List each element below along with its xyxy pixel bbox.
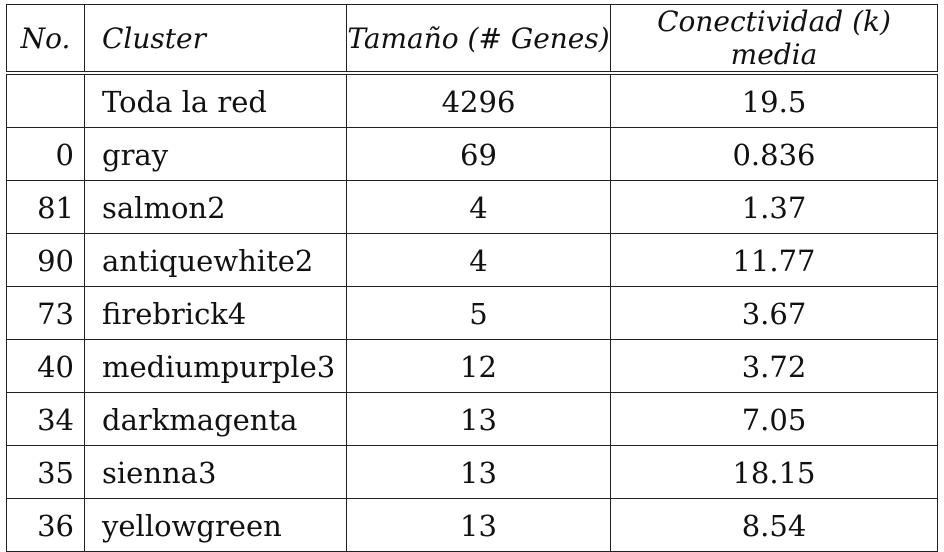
cell-cluster: salmon2	[84, 180, 347, 234]
cell-connectivity: 7.05	[610, 392, 938, 446]
cell-no: 0	[6, 127, 85, 181]
cell-size: 13	[346, 392, 611, 446]
cell-size: 4	[346, 233, 611, 287]
cell-cluster: darkmagenta	[84, 392, 347, 446]
table-row: Toda la red 4296 19.5	[6, 71, 938, 128]
cell-no: 81	[6, 180, 85, 234]
cell-size: 69	[346, 127, 611, 181]
cell-cluster: gray	[84, 127, 347, 181]
cell-no: 40	[6, 339, 85, 393]
cell-connectivity: 18.15	[610, 445, 938, 499]
cell-no: 73	[6, 286, 85, 340]
cell-no	[6, 71, 85, 128]
cell-cluster: Toda la red	[84, 71, 347, 128]
cell-size: 4296	[346, 71, 611, 128]
cell-no: 90	[6, 233, 85, 287]
table-row: 0 gray 69 0.836	[6, 127, 938, 181]
cell-cluster: firebrick4	[84, 286, 347, 340]
cell-connectivity: 1.37	[610, 180, 938, 234]
header-size: Tamaño (# Genes)	[346, 4, 611, 74]
header-cluster: Cluster	[84, 4, 347, 74]
table-row: 35 sienna3 13 18.15	[6, 445, 938, 499]
cell-no: 34	[6, 392, 85, 446]
cell-connectivity: 3.67	[610, 286, 938, 340]
table-row: 34 darkmagenta 13 7.05	[6, 392, 938, 446]
table-row: 73 firebrick4 5 3.67	[6, 286, 938, 340]
table-row: 36 yellowgreen 13 8.54	[6, 498, 938, 552]
cell-size: 4	[346, 180, 611, 234]
cell-cluster: yellowgreen	[84, 498, 347, 552]
cluster-table: No. Cluster Tamaño (# Genes) Conectivida…	[6, 4, 938, 552]
cell-no: 35	[6, 445, 85, 499]
cell-connectivity: 8.54	[610, 498, 938, 552]
cell-cluster: antiquewhite2	[84, 233, 347, 287]
cell-size: 5	[346, 286, 611, 340]
table-row: 90 antiquewhite2 4 11.77	[6, 233, 938, 287]
header-connectivity: Conectividad (k) media	[610, 4, 938, 74]
cell-connectivity: 0.836	[610, 127, 938, 181]
table-row: 40 mediumpurple3 12 3.72	[6, 339, 938, 393]
cell-no: 36	[6, 498, 85, 552]
cell-size: 12	[346, 339, 611, 393]
cell-connectivity: 11.77	[610, 233, 938, 287]
header-no: No.	[6, 4, 85, 74]
cell-connectivity: 3.72	[610, 339, 938, 393]
table-row: 81 salmon2 4 1.37	[6, 180, 938, 234]
cell-size: 13	[346, 445, 611, 499]
cell-cluster: mediumpurple3	[84, 339, 347, 393]
cell-connectivity: 19.5	[610, 71, 938, 128]
cell-size: 13	[346, 498, 611, 552]
cell-cluster: sienna3	[84, 445, 347, 499]
header-row: No. Cluster Tamaño (# Genes) Conectivida…	[6, 4, 938, 74]
